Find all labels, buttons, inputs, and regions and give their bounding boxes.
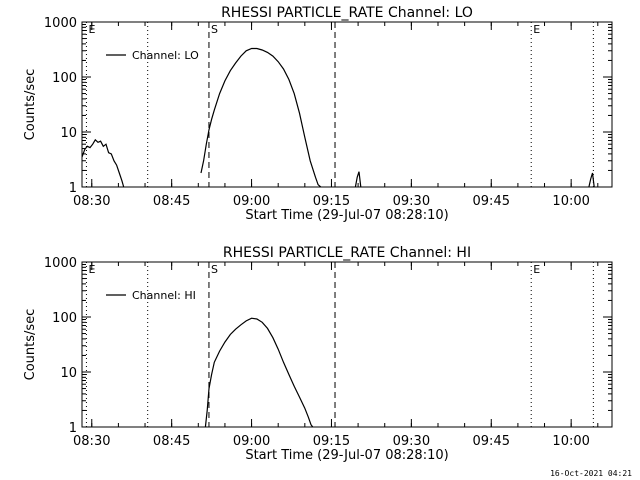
chart-0-series-0-segment <box>588 172 595 188</box>
chart-0-series-0-segment <box>81 138 125 188</box>
chart-1-group: RHESSI PARTICLE_RATE Channel: HI 1 10 100 10… <box>23 245 613 463</box>
chart-1-marker-label: E <box>88 263 95 276</box>
chart-1-y-tick-label: 1000 <box>44 256 77 271</box>
chart-0-y-tick-label: 10 <box>60 126 77 141</box>
chart-1-y-tick-label: 100 <box>52 311 77 326</box>
chart-1-y-tick-label: 1 <box>69 421 77 436</box>
chart-1-legend-entry: Channel: HI <box>132 289 196 302</box>
chart-0-series-0-segment <box>200 47 322 188</box>
chart-0-plot-frame <box>81 21 613 188</box>
chart-1-x-tick-label: 10:00 <box>552 434 589 449</box>
chart-0-legend-entry: Channel: LO <box>132 49 199 62</box>
chart-1-marker-label: S <box>211 263 218 276</box>
chart-0-group: RHESSI PARTICLE_RATE Channel: LO 1 10 100 10… <box>23 5 613 223</box>
chart-1-x-tick-label: 09:00 <box>233 434 270 449</box>
chart-1-y-tick-label: 10 <box>60 366 77 381</box>
chart-0-x-tick-label: 08:30 <box>73 194 110 209</box>
chart-1-x-tick-label: 09:15 <box>313 434 350 449</box>
chart-0-x-tick-label: 08:45 <box>153 194 190 209</box>
chart-1-x-tick-label: 08:45 <box>153 434 190 449</box>
chart-1-x-axis-label: Start Time (29-Jul-07 08:28:10) <box>245 448 448 463</box>
chart-1-marker-label: E <box>533 263 540 276</box>
chart-1-title: RHESSI PARTICLE_RATE Channel: HI <box>223 245 471 261</box>
chart-0-x-tick-label: 09:15 <box>313 194 350 209</box>
chart-1-x-tick-label: 09:30 <box>393 434 430 449</box>
chart-1-x-tick-label: 08:30 <box>73 434 110 449</box>
chart-0-y-axis-label: Counts/sec <box>23 69 38 141</box>
chart-0-y-tick-label: 100 <box>52 71 77 86</box>
chart-0-marker-label: E <box>533 23 540 36</box>
chart-0-y-tick-label: 1 <box>69 181 77 196</box>
chart-0-marker-label: E <box>88 23 95 36</box>
chart-0-x-tick-label: 09:45 <box>473 194 510 209</box>
chart-0-series-0-segment <box>354 171 362 188</box>
chart-0-x-tick-label: 09:00 <box>233 194 270 209</box>
chart-1-x-tick-label: 09:45 <box>473 434 510 449</box>
chart-0-x-tick-label: 09:30 <box>393 194 430 209</box>
timestamp-footer: 16-Oct-2021 04:21 <box>550 469 632 478</box>
chart-0-title: RHESSI PARTICLE_RATE Channel: LO <box>221 5 473 21</box>
chart-0-marker-label: S <box>211 23 218 36</box>
chart-0-y-tick-label: 1000 <box>44 16 77 31</box>
chart-1-plot-frame <box>81 261 613 428</box>
chart-0-x-axis-label: Start Time (29-Jul-07 08:28:10) <box>245 208 448 223</box>
chart-1-series-0-segment <box>204 317 314 428</box>
chart-1-y-axis-label: Counts/sec <box>23 309 38 381</box>
chart-0-x-tick-label: 10:00 <box>552 194 589 209</box>
